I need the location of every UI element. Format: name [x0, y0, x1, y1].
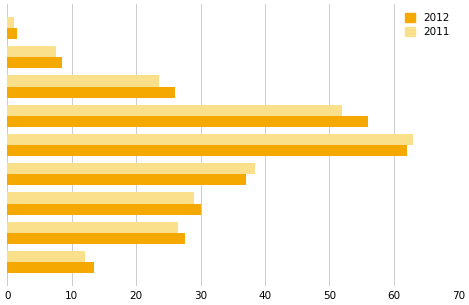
- Bar: [8, 75, 159, 87]
- Bar: [8, 87, 175, 98]
- Bar: [8, 17, 14, 28]
- Bar: [8, 134, 413, 145]
- Bar: [8, 105, 342, 116]
- Bar: [8, 262, 94, 273]
- Bar: [8, 57, 62, 68]
- Bar: [8, 233, 184, 244]
- Bar: [8, 192, 194, 203]
- Bar: [8, 251, 85, 262]
- Bar: [8, 203, 201, 215]
- Bar: [8, 174, 246, 185]
- Bar: [8, 145, 407, 156]
- Bar: [8, 28, 17, 39]
- Bar: [8, 46, 56, 57]
- Bar: [8, 222, 178, 233]
- Legend: 2012, 2011: 2012, 2011: [401, 9, 453, 40]
- Bar: [8, 116, 368, 127]
- Bar: [8, 163, 256, 174]
